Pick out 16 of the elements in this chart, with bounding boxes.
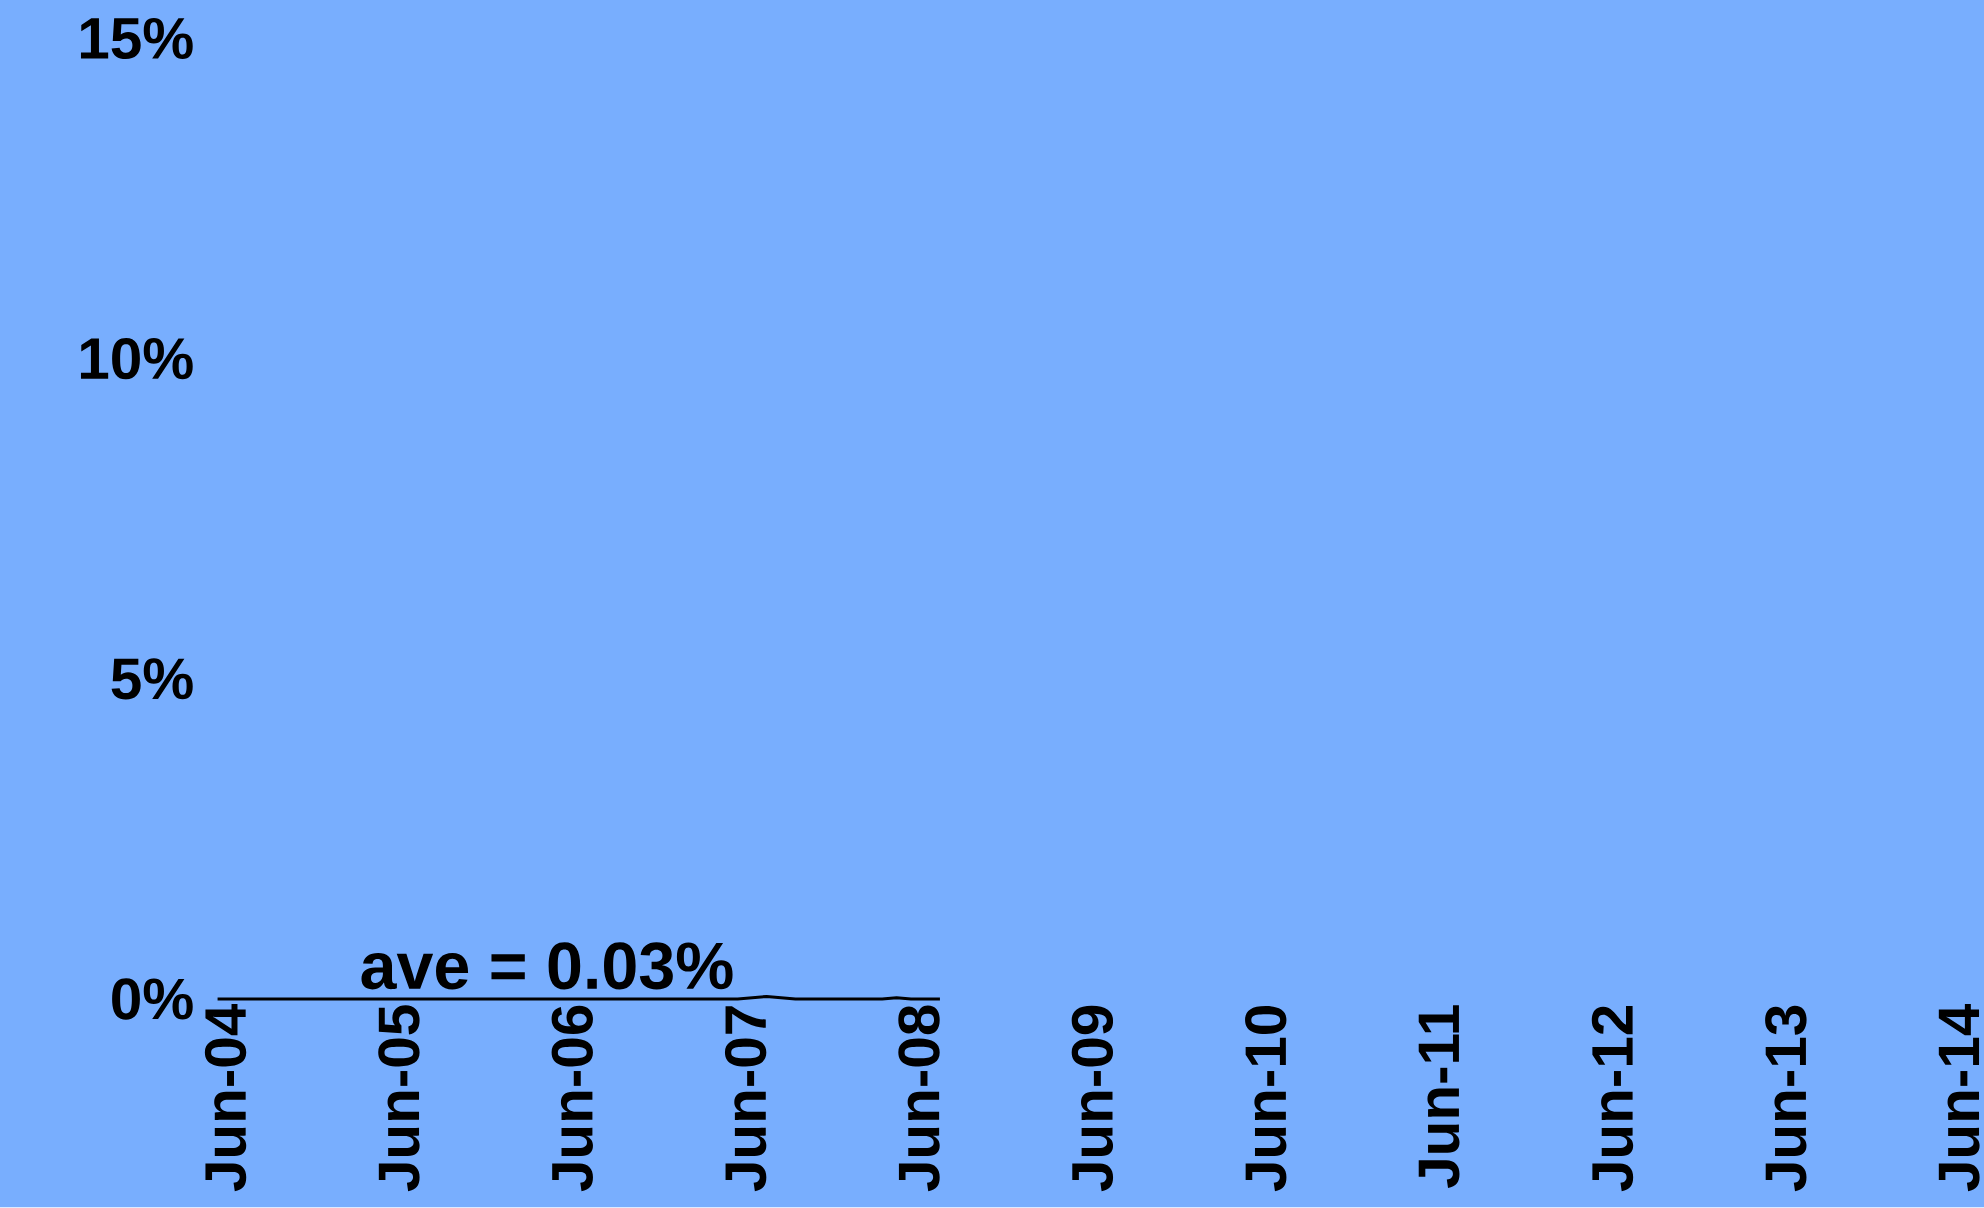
x-tick-label: Jun-14	[1938, 1004, 1980, 1192]
y-tick-label: 0%	[112, 978, 193, 1020]
y-tick-label: 10%	[80, 338, 193, 380]
x-tick-label: Jun-12	[1591, 1006, 1634, 1192]
x-tick-label: Jun-08	[898, 1005, 940, 1192]
x-tick-label: Jun-13	[1765, 1006, 1807, 1192]
x-tick-label: Jun-10	[1245, 1006, 1287, 1192]
x-tick-label: Jun-07	[724, 1006, 767, 1192]
y-tick-label: 15%	[80, 18, 193, 60]
x-tick-label: Jun-04	[204, 1004, 247, 1192]
y-tick-label: 5%	[111, 658, 193, 700]
x-tick-label: Jun-11	[1418, 1005, 1460, 1189]
x-tick-label: Jun-05	[378, 1005, 420, 1192]
x-tick-label: Jun-06	[551, 1006, 593, 1192]
x-tick-label: Jun-09	[1071, 1006, 1114, 1192]
annotation: ave = 0.03%	[361, 942, 733, 990]
